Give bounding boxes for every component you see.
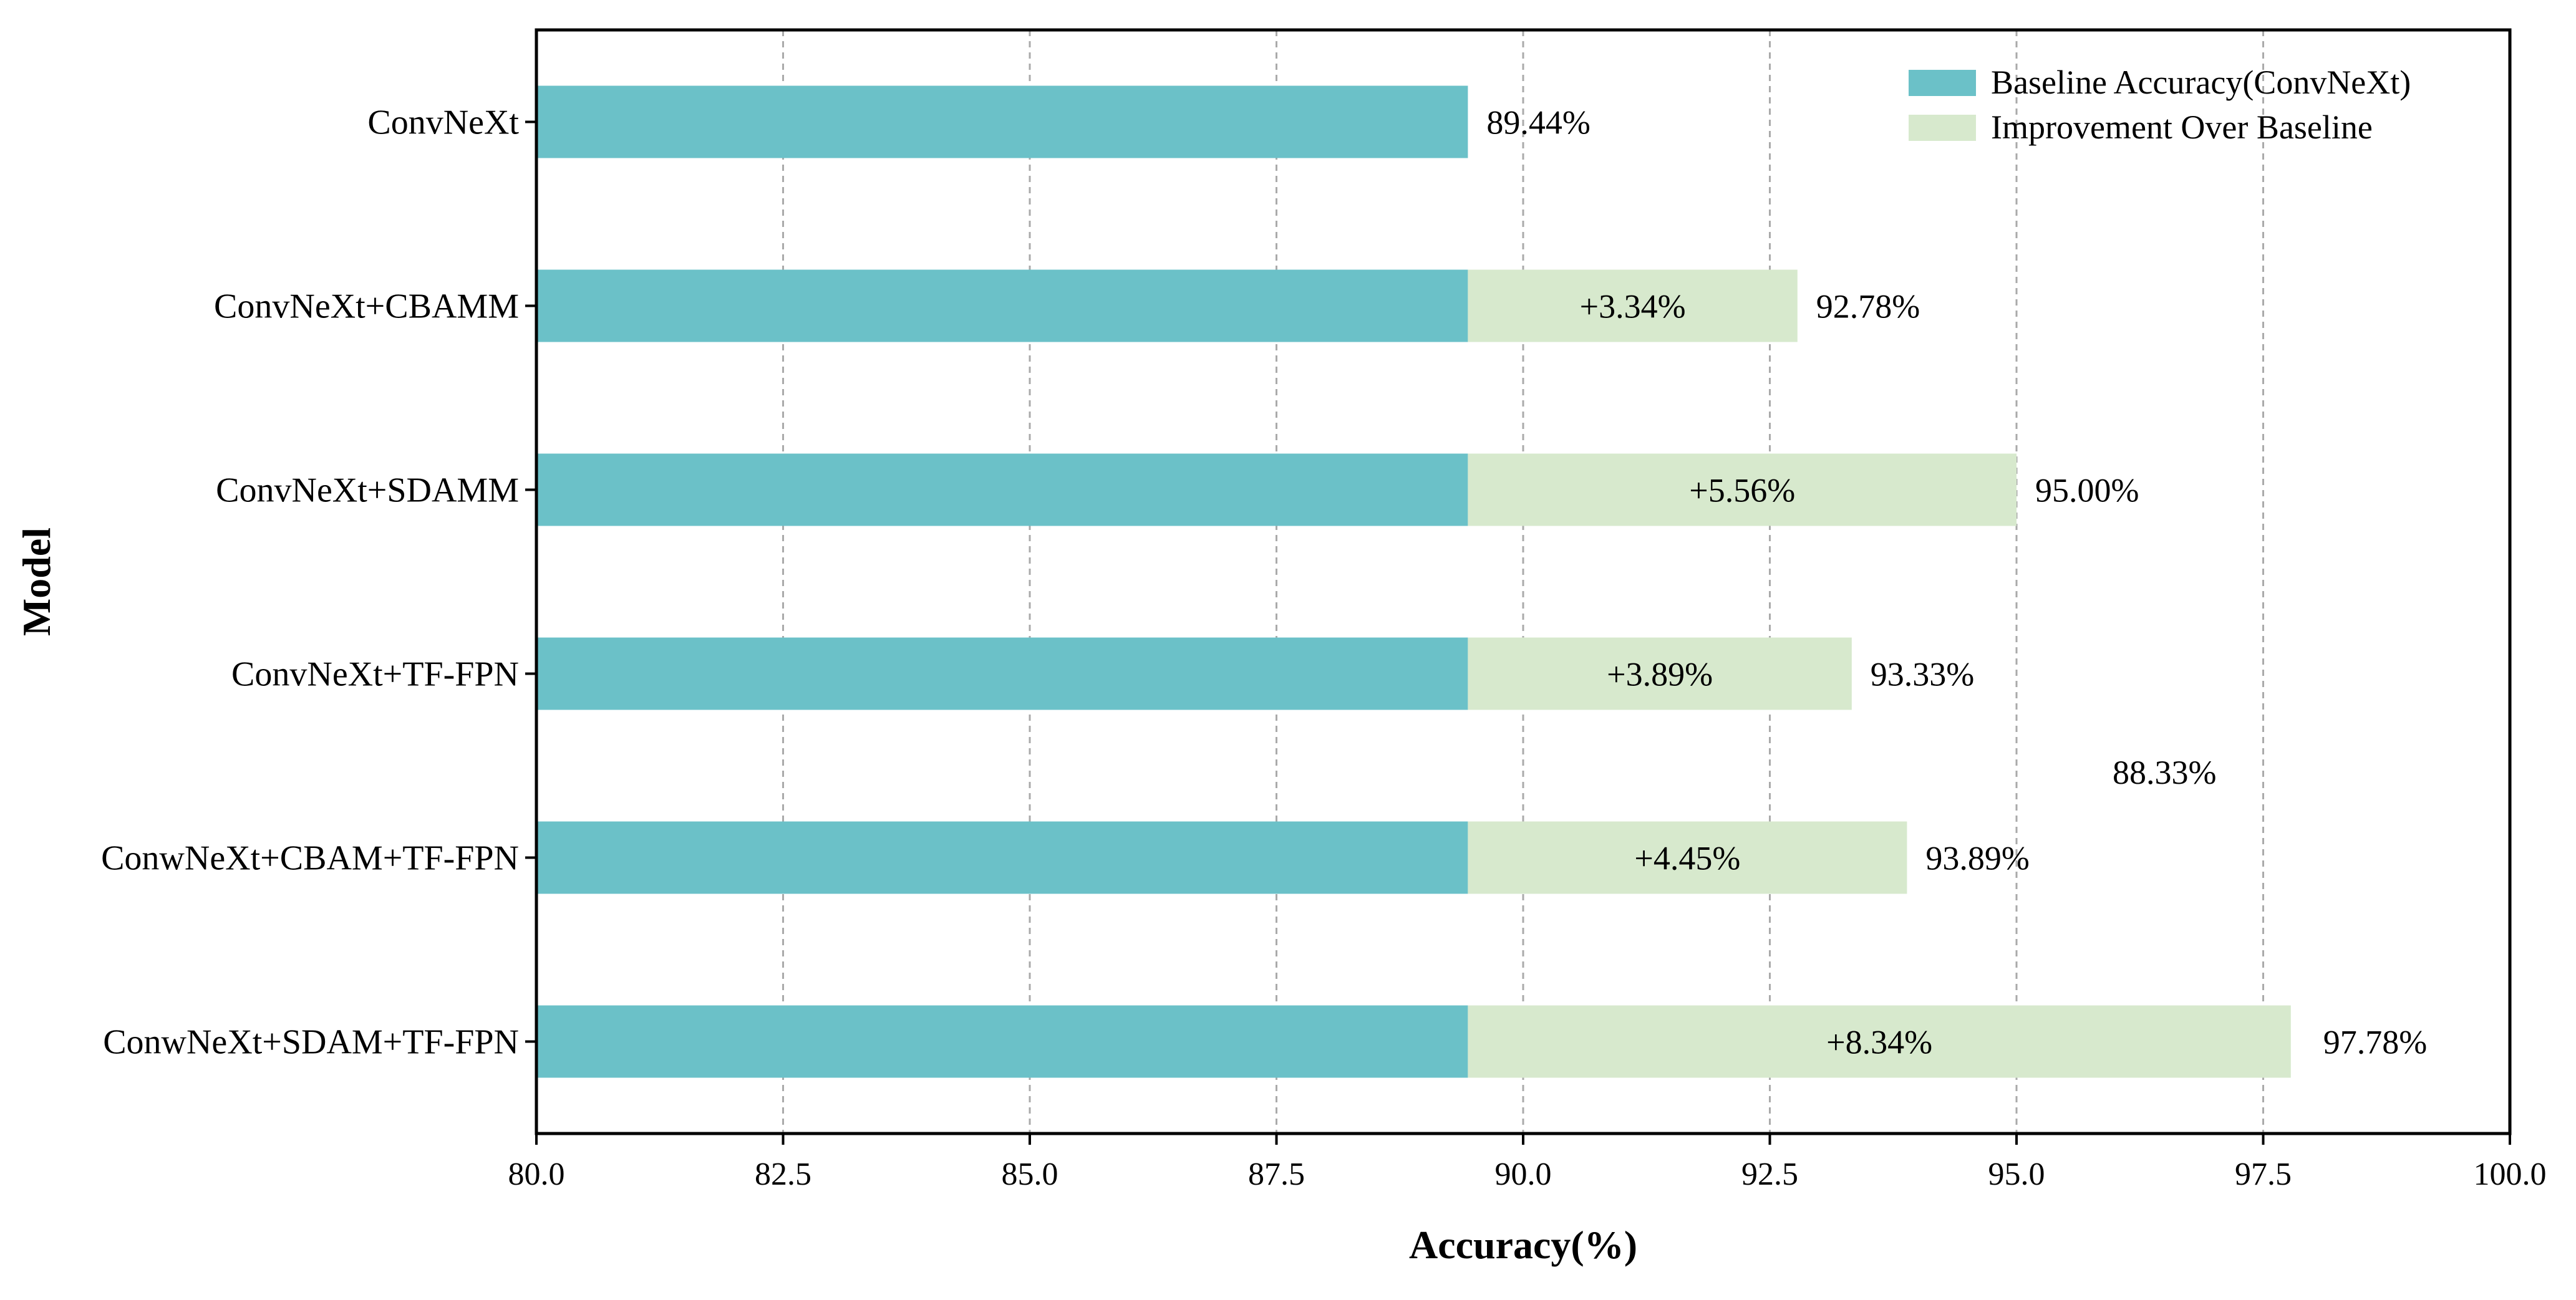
total-label: 93.89% xyxy=(1925,840,2029,877)
improvement-label: +4.45% xyxy=(1634,840,1740,877)
x-tick-label: 82.5 xyxy=(755,1157,811,1192)
legend-label: Improvement Over Baseline xyxy=(1991,108,2373,146)
data-labels: 89.44% +3.34% 92.78% +5.56% 95.00% +3.89% 93.3… xyxy=(1486,104,2427,1061)
baseline-bar xyxy=(536,637,1468,710)
baseline-bar xyxy=(536,453,1468,526)
total-label: 97.78% xyxy=(2323,1024,2427,1061)
improvement-label: +5.56% xyxy=(1689,472,1795,509)
y-axis-title: Model xyxy=(14,527,59,636)
grid-lines xyxy=(782,30,2264,1134)
x-tick-label: 80.0 xyxy=(508,1157,565,1192)
x-tick-label: 100.0 xyxy=(2474,1157,2547,1192)
x-tick-label: 90.0 xyxy=(1495,1157,1552,1192)
category-label: ConvNeXt+TF-FPN xyxy=(231,655,519,694)
category-label: ConwNeXt+SDAM+TF-FPN xyxy=(103,1023,519,1062)
x-tick-label: 97.5 xyxy=(2235,1157,2292,1192)
annotation-label: 88.33% xyxy=(2113,754,2216,791)
x-tick-label: 92.5 xyxy=(1741,1157,1798,1192)
total-label: 92.78% xyxy=(1816,288,1920,325)
x-tick-label: 85.0 xyxy=(1002,1157,1058,1192)
axes: 80.0 82.5 85.0 87.5 90.0 92.5 95.0 97.5 100.0 Con… xyxy=(101,104,2546,1193)
category-label: ConwNeXt+CBAM+TF-FPN xyxy=(101,839,519,878)
legend-label: Baseline Accuracy(ConvNeXt) xyxy=(1991,64,2411,101)
improvement-bar xyxy=(1468,1005,2291,1078)
x-axis-title: Accuracy(%) xyxy=(1409,1223,1637,1267)
improvement-bar xyxy=(1468,269,1798,342)
improvement-bar xyxy=(1468,821,1907,894)
category-label: ConvNeXt+CBAMM xyxy=(214,287,519,326)
total-label: 89.44% xyxy=(1486,104,1590,142)
improvement-label: +8.34% xyxy=(1826,1024,1932,1061)
improvement-label: +3.89% xyxy=(1607,656,1713,693)
improvement-label: +3.34% xyxy=(1580,288,1686,325)
legend: Baseline Accuracy(ConvNeXt) Improvement O… xyxy=(1909,64,2411,146)
bars xyxy=(536,85,2291,1078)
x-tick-label: 95.0 xyxy=(1988,1157,2045,1192)
category-label: ConvNeXt xyxy=(367,104,519,142)
category-label: ConvNeXt+SDAMM xyxy=(216,471,519,510)
total-label: 95.00% xyxy=(2035,472,2139,509)
improvement-bar xyxy=(1468,637,1852,710)
legend-swatch xyxy=(1909,70,1976,96)
legend-swatch xyxy=(1909,115,1976,141)
x-tick-label: 87.5 xyxy=(1248,1157,1305,1192)
baseline-bar xyxy=(536,1005,1468,1078)
baseline-bar xyxy=(536,821,1468,894)
improvement-bar xyxy=(1468,453,2017,526)
total-label: 93.33% xyxy=(1871,656,1974,693)
baseline-bar xyxy=(536,85,1468,158)
baseline-bar xyxy=(536,269,1468,342)
